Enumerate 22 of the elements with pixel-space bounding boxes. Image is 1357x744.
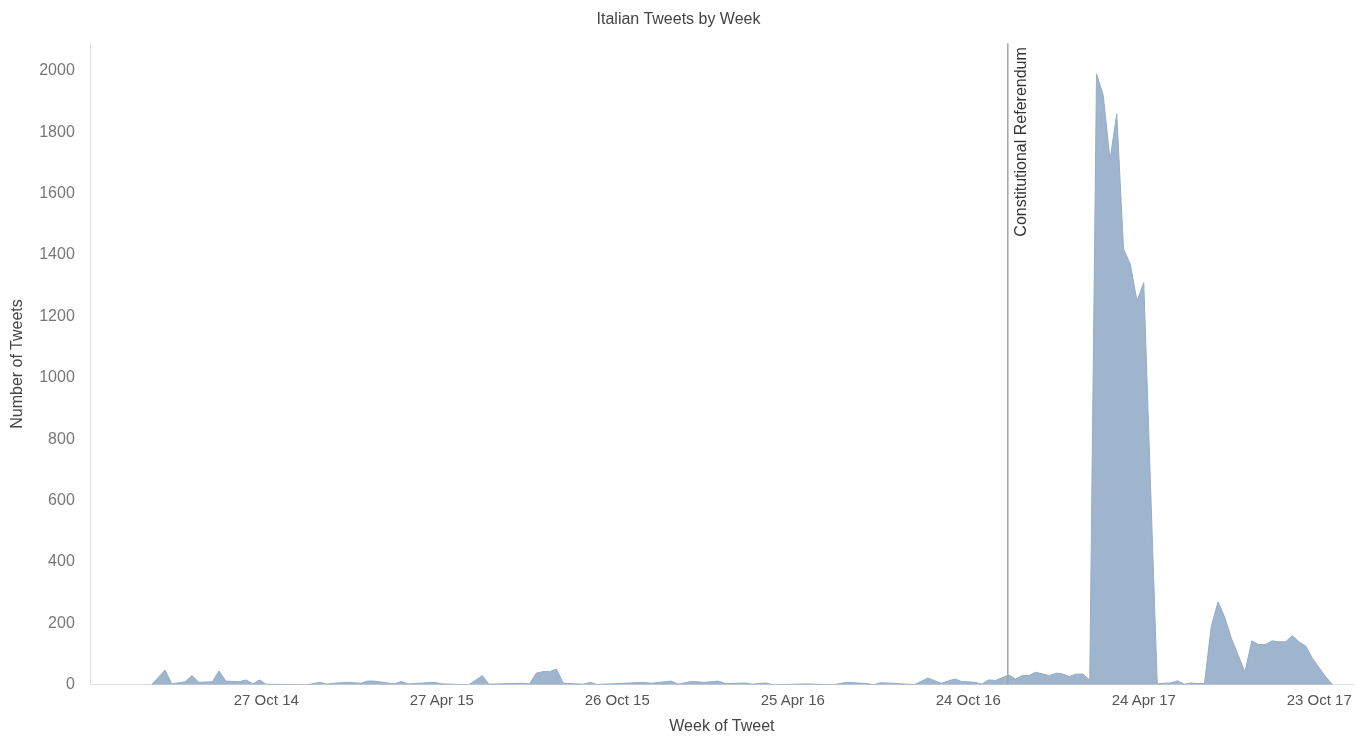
y-tick-label: 1400 (39, 245, 75, 263)
y-tick-label: 1800 (39, 122, 75, 140)
ref-line-label: Constitutional Referendum (1012, 47, 1030, 237)
y-tick-label: 200 (48, 613, 75, 631)
y-tick-label: 1000 (39, 368, 75, 386)
x-tick-label: 23 Oct 17 (1286, 690, 1352, 708)
x-tick-label: 26 Oct 15 (584, 690, 650, 708)
y-tick-label: 1200 (39, 306, 75, 324)
x-tick-label: 24 Oct 16 (935, 690, 1001, 708)
y-tick-label: 2000 (39, 61, 75, 79)
x-axis-title: Week of Tweet (669, 716, 776, 734)
x-tick-label: 24 Apr 17 (1111, 690, 1176, 708)
y-tick-label: 400 (48, 552, 75, 570)
y-tick-label: 1600 (39, 184, 75, 202)
chart-title: Italian Tweets by Week (596, 10, 762, 28)
x-tick-label: 25 Apr 16 (760, 690, 825, 708)
y-axis-title: Number of Tweets (8, 299, 26, 429)
x-tick-label: 27 Oct 14 (233, 690, 299, 708)
y-tick-label: 600 (48, 491, 75, 509)
y-tick-label: 0 (65, 675, 75, 693)
x-tick-label: 27 Apr 15 (409, 690, 474, 708)
y-tick-label: 800 (48, 429, 75, 447)
